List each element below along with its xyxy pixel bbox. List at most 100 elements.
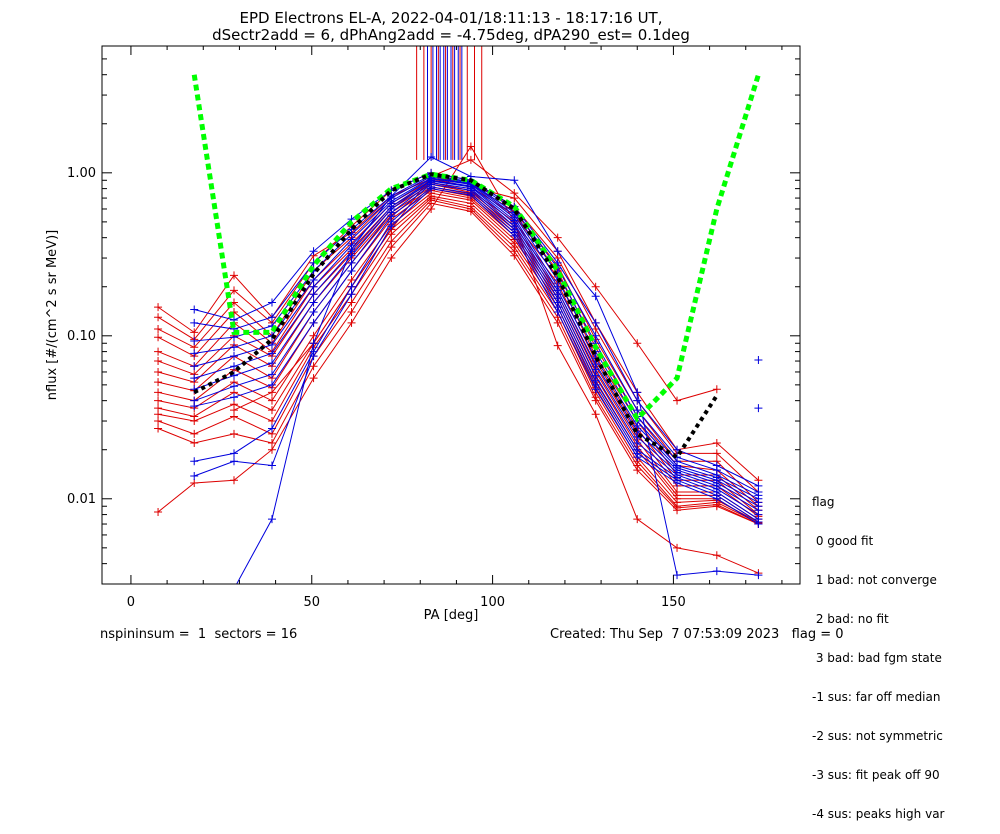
- red-point-marker: [466, 155, 475, 164]
- red-point-marker: [190, 328, 199, 337]
- red-point-marker: [230, 476, 239, 485]
- red-point-marker: [591, 282, 600, 291]
- blue-point-marker: [309, 339, 318, 348]
- y-tick-label: 0.10: [67, 329, 96, 344]
- legend-item: -3 sus: fit peak off 90: [812, 768, 940, 782]
- blue-point-marker: [673, 571, 682, 580]
- y-axis-label: nflux [#/(cm^2 s sr MeV)]: [45, 230, 60, 400]
- fit-curve-black: [193, 172, 719, 460]
- blue-point-marker: [309, 282, 318, 291]
- blue-point-marker: [190, 336, 199, 345]
- red-point-marker: [190, 438, 199, 447]
- blue-point-marker: [673, 445, 682, 454]
- blue-point-marker: [754, 404, 763, 413]
- blue-point-marker: [633, 396, 642, 405]
- blue-point-marker: [427, 184, 436, 193]
- blue-point-marker: [267, 359, 276, 368]
- red-point-marker: [633, 339, 642, 348]
- blue-point-marker: [754, 356, 763, 365]
- red-point-marker: [267, 388, 276, 397]
- red-point-marker: [154, 333, 163, 342]
- red-point-marker: [190, 429, 199, 438]
- footer-spin-info: nspininsum = 1 sectors = 16: [100, 627, 298, 642]
- blue-point-marker: [267, 349, 276, 358]
- red-point-marker: [154, 507, 163, 516]
- blue-point-marker: [230, 362, 239, 371]
- red-point-marker: [673, 543, 682, 552]
- legend-item: -4 sus: peaks high var: [812, 807, 945, 821]
- red-point-marker: [633, 515, 642, 524]
- red-point-marker: [387, 243, 396, 252]
- legend-item: 3 bad: bad fgm state: [812, 651, 942, 665]
- blue-point-marker: [712, 567, 721, 576]
- blue-point-marker: [553, 307, 562, 316]
- red-point-marker: [267, 396, 276, 405]
- red-point-marker: [347, 275, 356, 284]
- y-tick-label: 0.01: [67, 492, 96, 507]
- blue-point-marker: [754, 571, 763, 580]
- red-point-marker: [154, 303, 163, 312]
- footer-created-info: Created: Thu Sep 7 07:53:09 2023 flag = …: [550, 627, 844, 642]
- blue-point-marker: [309, 247, 318, 256]
- blue-point-marker: [633, 438, 642, 447]
- red-point-marker: [712, 551, 721, 560]
- blue-point-marker: [427, 153, 436, 162]
- blue-point-marker: [553, 247, 562, 256]
- red-point-marker: [712, 438, 721, 447]
- axes-group: 0 50 100 150 0.01 0.10 1.00: [67, 45, 800, 610]
- red-point-marker: [553, 318, 562, 327]
- red-point-marker: [230, 286, 239, 295]
- blue-point-marker: [309, 307, 318, 316]
- legend-item: 2 bad: no fit: [812, 612, 889, 626]
- red-point-marker: [510, 251, 519, 260]
- x-tick-label: 100: [480, 595, 505, 610]
- red-point-marker: [190, 478, 199, 487]
- blue-point-marker: [309, 290, 318, 299]
- flag-legend: flag 0 good fit 1 bad: not converge 2 ba…: [812, 470, 944, 834]
- red-point-marker: [712, 449, 721, 458]
- red-point-marker: [154, 424, 163, 433]
- blue-point-marker: [190, 374, 199, 383]
- blue-point-marker: [267, 340, 276, 349]
- blue-point-marker: [230, 382, 239, 391]
- pitch-angle-marker-lines: [416, 46, 483, 160]
- red-point-marker: [553, 341, 562, 350]
- blue-point-marker: [387, 192, 396, 201]
- blue-point-marker: [267, 380, 276, 389]
- blue-point-marker: [267, 298, 276, 307]
- red-point-marker: [154, 313, 163, 322]
- x-tick-label: 50: [303, 595, 320, 610]
- red-point-marker: [230, 406, 239, 415]
- red-series-line: [157, 195, 759, 523]
- blue-point-marker: [510, 231, 519, 240]
- red-series-line: [157, 199, 759, 525]
- x-tick-label: 0: [127, 595, 135, 610]
- red-point-marker: [154, 410, 163, 419]
- red-point-marker: [267, 445, 276, 454]
- blue-point-marker: [230, 449, 239, 458]
- blue-point-marker: [633, 388, 642, 397]
- blue-point-marker: [347, 290, 356, 299]
- red-point-marker: [387, 254, 396, 263]
- red-point-marker: [347, 318, 356, 327]
- red-point-marker: [154, 357, 163, 366]
- legend-item: 0 good fit: [812, 534, 874, 548]
- red-point-marker: [154, 325, 163, 334]
- blue-point-marker: [754, 520, 763, 529]
- blue-point-marker: [267, 370, 276, 379]
- red-series-line: [157, 178, 759, 481]
- red-point-marker: [591, 410, 600, 419]
- blue-point-marker: [347, 258, 356, 267]
- blue-point-marker: [190, 305, 199, 314]
- red-point-marker: [190, 417, 199, 426]
- blue-point-marker: [387, 222, 396, 231]
- red-series-line: [157, 189, 759, 523]
- red-point-marker: [466, 207, 475, 216]
- red-point-marker: [673, 396, 682, 405]
- red-point-marker: [154, 388, 163, 397]
- blue-point-marker: [190, 471, 199, 480]
- blue-point-marker: [347, 282, 356, 291]
- blue-point-marker: [267, 313, 276, 322]
- red-point-marker: [427, 204, 436, 213]
- legend-item: -2 sus: not symmetric: [812, 729, 943, 743]
